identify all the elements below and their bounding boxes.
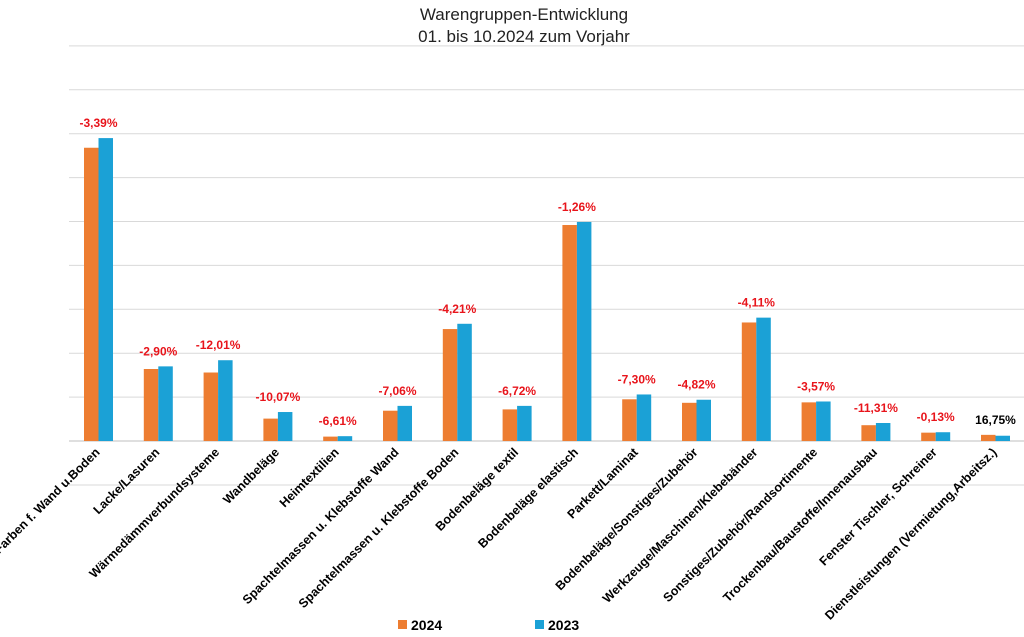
- bar-2023: [576, 221, 592, 441]
- data-label: -7,30%: [618, 372, 656, 386]
- legend: 2024 2023: [398, 617, 579, 633]
- bar-2023: [517, 405, 532, 441]
- bar-2023: [277, 412, 293, 441]
- data-label: 16,75%: [975, 413, 1016, 427]
- category-label: Wandbeläge: [220, 445, 282, 507]
- legend-swatch-2024: [398, 620, 407, 629]
- data-label: -4,11%: [738, 296, 776, 310]
- data-label: -3,57%: [797, 379, 835, 393]
- bar-2024: [323, 436, 338, 441]
- bar-2024: [562, 225, 577, 441]
- legend-label-2023: 2023: [548, 617, 579, 633]
- bar-2023: [158, 366, 173, 441]
- bar-2024: [981, 434, 996, 441]
- bar-2024: [442, 329, 458, 441]
- bar-2023: [218, 360, 233, 441]
- data-label: -4,21%: [438, 302, 476, 316]
- bar-2023: [696, 399, 711, 441]
- data-label: -10,07%: [256, 390, 301, 404]
- data-label: -12,01%: [196, 338, 241, 352]
- bar-2024: [921, 432, 936, 441]
- bar-2023: [457, 323, 472, 441]
- bar-2023: [935, 432, 951, 441]
- chart-subtitle: 01. bis 10.2024 zum Vorjahr: [418, 27, 630, 46]
- legend-label-2024: 2024: [411, 617, 442, 633]
- legend-swatch-2023: [535, 620, 544, 629]
- bar-2023: [397, 405, 412, 441]
- bar-2023: [636, 394, 652, 441]
- category-label: Bodenbeläge elastisch: [475, 445, 581, 551]
- bar-2024: [502, 409, 518, 441]
- bar-2024: [801, 402, 817, 441]
- bar-2024: [622, 399, 637, 441]
- chart-title: Warengruppen-Entwicklung: [420, 5, 628, 24]
- bar-2024: [741, 322, 757, 441]
- bar-2024: [383, 410, 398, 441]
- bar-2023: [98, 138, 113, 441]
- category-label: Wärmedämmverbundsysteme: [87, 445, 223, 581]
- bar-2024: [143, 369, 159, 441]
- data-label: -4,82%: [677, 378, 715, 392]
- data-label: -7,06%: [378, 384, 416, 398]
- bar-2023: [816, 401, 831, 441]
- bar-2024: [861, 425, 876, 441]
- bar-2024: [682, 402, 697, 441]
- bar-2023: [337, 436, 353, 441]
- data-label: -11,31%: [854, 401, 898, 415]
- category-labels-group: Farben f. Wand u.BodenLacke/LasurenWärme…: [0, 445, 1000, 623]
- bar-2023: [875, 423, 891, 441]
- data-label: -1,26%: [558, 200, 596, 214]
- bar-2024: [84, 147, 99, 442]
- bar-2024: [263, 418, 278, 441]
- data-label: -3,39%: [79, 116, 117, 130]
- data-label: -2,90%: [139, 344, 177, 358]
- data-label: -6,72%: [498, 384, 536, 398]
- category-label: Farben f. Wand u.Boden: [0, 445, 103, 556]
- bar-2023: [756, 317, 771, 441]
- category-label: Heimtextilien: [277, 445, 342, 510]
- bars-group: [84, 138, 1010, 442]
- data-labels-group: -3,39% -2,90% -12,01% -10,07% -6,61% -7,06% -4…: [79, 116, 1016, 428]
- data-label: -0,13%: [917, 410, 955, 424]
- bar-2023: [995, 435, 1010, 441]
- data-label: -6,61%: [319, 414, 357, 428]
- category-label: Fenster Tischler, Schreiner: [817, 445, 940, 568]
- bar-2024: [203, 372, 219, 441]
